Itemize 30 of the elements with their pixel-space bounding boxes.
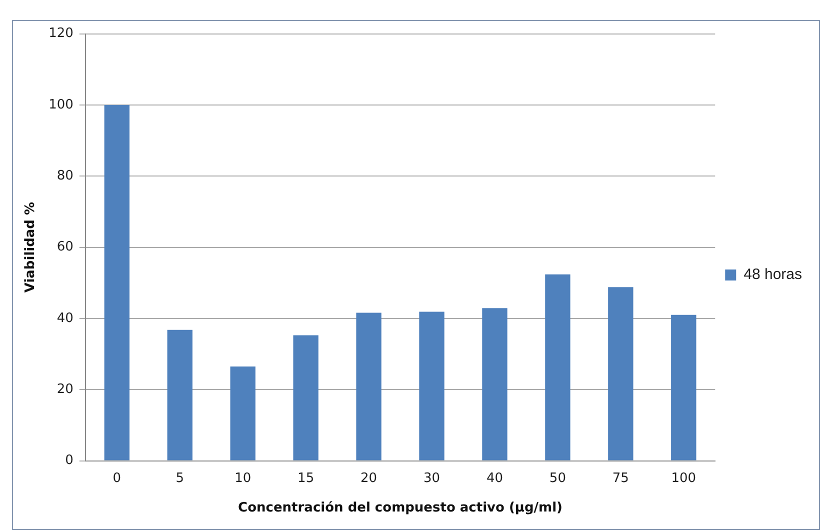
x-axis-title: Concentración del compuesto activo (µg/ml) xyxy=(238,500,562,516)
bar xyxy=(608,287,634,460)
x-tick-label: 0 xyxy=(112,470,122,486)
y-tick-label: 120 xyxy=(48,26,74,42)
x-tick-label: 100 xyxy=(671,470,696,486)
bar xyxy=(356,312,382,460)
bar xyxy=(167,330,192,460)
x-tick-label: 5 xyxy=(176,470,184,486)
bar xyxy=(230,366,256,460)
x-tick-label: 20 xyxy=(360,470,378,486)
y-tick-label: 100 xyxy=(48,97,74,112)
bar xyxy=(482,308,508,460)
y-tick-label: 20 xyxy=(56,382,74,398)
y-tick-label: 40 xyxy=(56,310,74,326)
bar xyxy=(545,274,570,460)
y-tick-label: 80 xyxy=(56,168,74,184)
bar xyxy=(104,104,130,460)
x-tick-label: 40 xyxy=(486,470,503,486)
y-axis-title: Viabilidad % xyxy=(23,202,38,293)
x-tick-label: 10 xyxy=(234,470,252,486)
x-tick-label: 15 xyxy=(298,470,314,486)
legend-label: 48 horas xyxy=(744,266,802,284)
x-tick-label: 50 xyxy=(549,470,566,486)
x-tick-label: 30 xyxy=(423,470,440,486)
y-tick-label: 60 xyxy=(56,240,74,255)
y-tick-label: 0 xyxy=(65,453,74,468)
x-tick-label: 75 xyxy=(612,470,629,486)
bar xyxy=(293,335,318,460)
bar xyxy=(671,314,696,460)
bar xyxy=(419,312,444,460)
